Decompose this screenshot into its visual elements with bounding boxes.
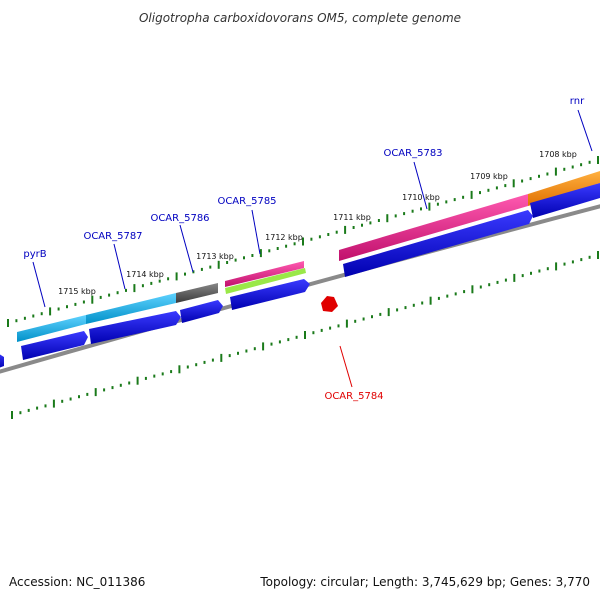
tick-label-1711: 1711 kbp [333, 213, 371, 222]
gene-label-ocar-5784[interactable]: OCAR_5784 [324, 391, 383, 402]
cds-arrow-ocar-5784[interactable] [321, 296, 338, 312]
tick-label-1713: 1713 kbp [196, 252, 234, 261]
gene-label-ocar-5785[interactable]: OCAR_5785 [217, 196, 276, 207]
feature-bar-ocar-5786[interactable] [176, 283, 218, 303]
feature-bar-ocar-5787[interactable] [17, 315, 86, 342]
tick-label-1715: 1715 kbp [58, 287, 96, 296]
cds-arrow-pyrb[interactable] [21, 331, 88, 360]
accession-text: Accession: NC_011386 [9, 575, 145, 589]
feature-bar-ocar-5785[interactable] [225, 261, 304, 287]
tick-label-1709: 1709 kbp [470, 172, 508, 181]
inner-tick-ruler [11, 251, 599, 419]
cds-arrow-partial[interactable] [0, 352, 4, 369]
cds-arrow-rnr[interactable] [530, 183, 600, 218]
map-title: Oligotropha carboxidovorans OM5, complet… [139, 11, 461, 25]
tick-label-1710: 1710 kbp [402, 193, 440, 202]
gene-label-ocar-5783[interactable]: OCAR_5783 [383, 148, 442, 159]
tick-label-1712: 1712 kbp [265, 233, 303, 242]
cds-arrow-ocar-5783[interactable] [343, 210, 533, 277]
label-leaders [32, 109, 593, 388]
kbp-tick-labels: 1708 kbp 1709 kbp 1710 kbp 1711 kbp 1712… [58, 150, 577, 296]
cds-arrow-ocar-5786[interactable] [180, 300, 223, 323]
feature-bar-rnr[interactable] [528, 171, 600, 206]
gene-label-ocar-5787[interactable]: OCAR_5787 [83, 231, 142, 242]
tick-label-1708: 1708 kbp [539, 150, 577, 159]
cds-track [0, 183, 600, 369]
outer-tick-ruler [7, 156, 599, 327]
gene-label-rnr[interactable]: rnr [570, 96, 585, 107]
gene-label-pyrb[interactable]: pyrB [23, 249, 46, 260]
feature-bar-ocar-5783[interactable] [339, 194, 528, 261]
topology-text: Topology: circular; Length: 3,745,629 bp… [259, 575, 590, 589]
cds-arrow-ocar-5785[interactable] [230, 279, 310, 310]
gene-label-ocar-5786[interactable]: OCAR_5786 [150, 213, 209, 224]
feature-track [17, 171, 600, 342]
feature-bar-pyrb[interactable] [86, 293, 176, 324]
feature-bar-ocar-5785-green[interactable] [225, 268, 306, 294]
cds-arrow-ocar-5787[interactable] [89, 311, 181, 344]
tick-label-1714: 1714 kbp [126, 270, 164, 279]
